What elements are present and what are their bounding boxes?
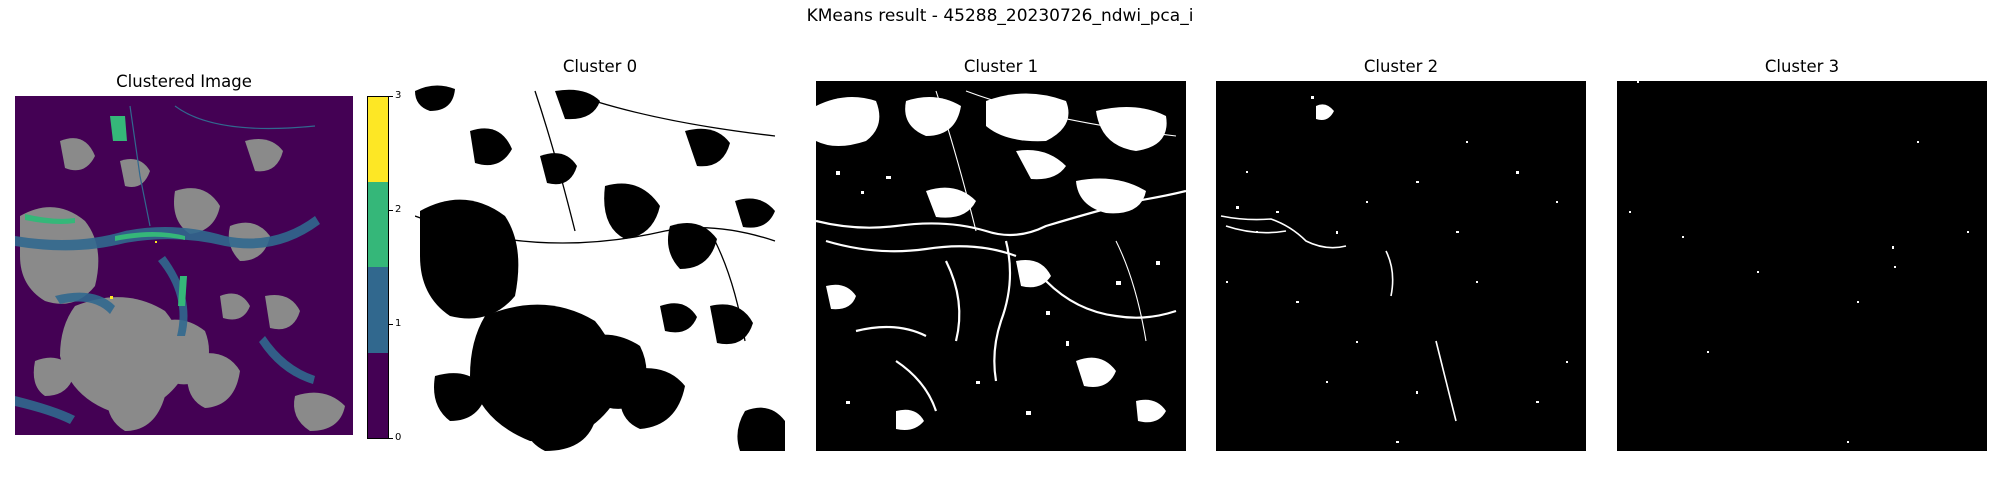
colorbar-segment-2 (367, 182, 389, 267)
figure-title: KMeans result - 45288_20230726_ndwi_pca_… (806, 6, 1194, 26)
cluster-0-mask (415, 81, 785, 451)
cluster-2-mask (1216, 81, 1586, 451)
colorbar-tick-label-3: 3 (395, 90, 402, 101)
colorbar-tick-mark (389, 210, 393, 211)
colorbar (367, 96, 389, 439)
clustered-image (15, 96, 353, 435)
cluster-1-title: Cluster 1 (963, 57, 1039, 76)
colorbar-tick-mark (389, 324, 393, 325)
colorbar-tick-mark (389, 96, 393, 97)
colorbar-tick-label-1: 1 (395, 318, 402, 329)
colorbar-segment-1 (367, 267, 389, 353)
colorbar-segment-0 (367, 353, 389, 439)
cluster-2-title: Cluster 2 (1363, 57, 1439, 76)
cluster-1-mask (816, 81, 1186, 451)
cluster-0-title: Cluster 0 (562, 57, 638, 76)
clustered-image-title: Clustered Image (116, 72, 252, 91)
cluster-3-mask (1617, 81, 1987, 451)
colorbar-segment-3 (367, 96, 389, 182)
colorbar-tick-label-0: 0 (395, 432, 402, 443)
colorbar-tick-label-2: 2 (395, 204, 402, 215)
colorbar-tick-mark (389, 438, 393, 439)
cluster-3-title: Cluster 3 (1764, 57, 1840, 76)
